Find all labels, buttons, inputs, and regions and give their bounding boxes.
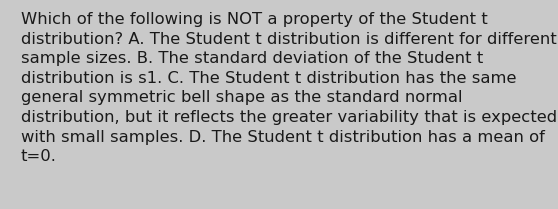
Text: Which of the following is NOT a property of the Student t
distribution? A. The S: Which of the following is NOT a property… <box>21 12 557 164</box>
